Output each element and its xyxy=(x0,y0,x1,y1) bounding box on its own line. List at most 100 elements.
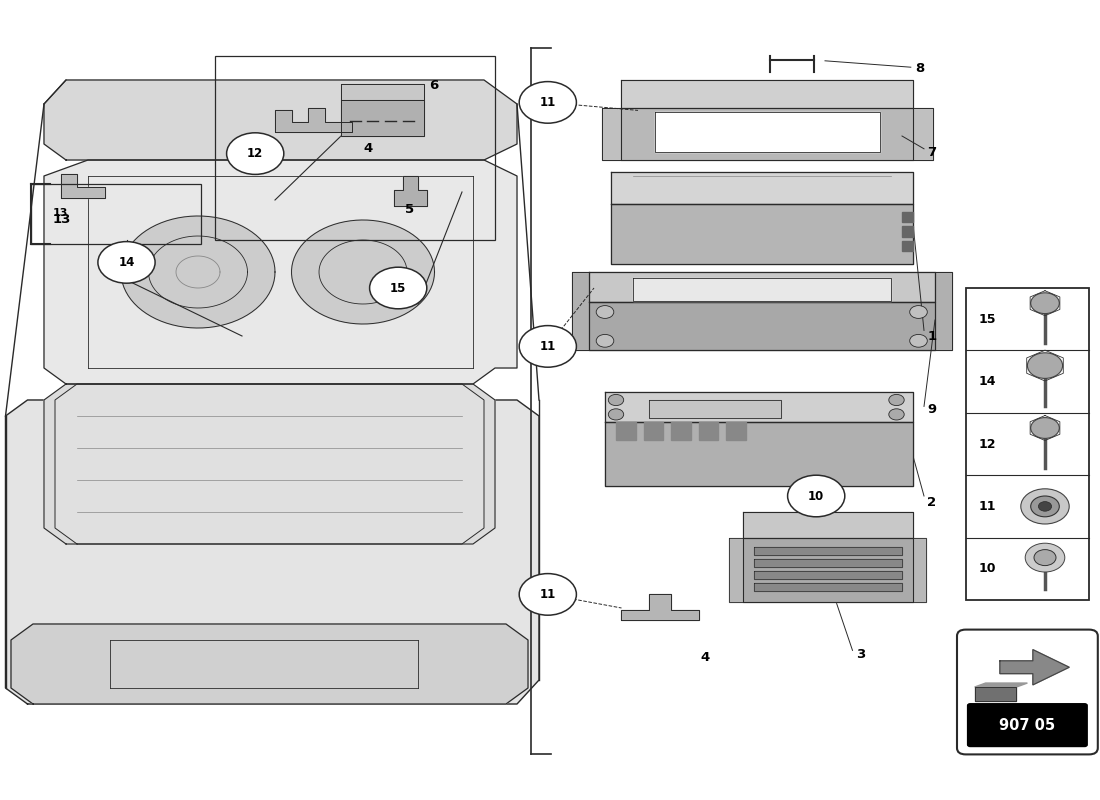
Circle shape xyxy=(788,475,845,517)
Polygon shape xyxy=(341,100,424,136)
Circle shape xyxy=(1031,293,1059,314)
Polygon shape xyxy=(649,400,781,418)
Text: 15: 15 xyxy=(390,282,406,294)
Text: 6: 6 xyxy=(429,79,438,92)
Polygon shape xyxy=(621,108,913,160)
Circle shape xyxy=(1031,418,1059,438)
Polygon shape xyxy=(729,538,743,602)
Circle shape xyxy=(910,334,927,347)
Circle shape xyxy=(596,306,614,318)
Polygon shape xyxy=(632,278,891,301)
Polygon shape xyxy=(754,583,902,591)
Polygon shape xyxy=(621,594,698,620)
Polygon shape xyxy=(742,538,913,602)
Polygon shape xyxy=(602,108,621,160)
Polygon shape xyxy=(44,160,517,384)
Polygon shape xyxy=(975,687,1016,702)
Polygon shape xyxy=(610,172,913,204)
Text: 12: 12 xyxy=(979,438,997,450)
Polygon shape xyxy=(754,547,902,555)
Text: 11: 11 xyxy=(540,340,556,353)
Polygon shape xyxy=(698,422,718,440)
Text: 14: 14 xyxy=(119,256,134,269)
Text: 907 05: 907 05 xyxy=(999,718,1056,733)
Polygon shape xyxy=(654,112,880,152)
Text: 12: 12 xyxy=(248,147,263,160)
Polygon shape xyxy=(902,226,913,237)
Polygon shape xyxy=(588,272,935,302)
Polygon shape xyxy=(913,538,926,602)
FancyBboxPatch shape xyxy=(967,703,1088,747)
Polygon shape xyxy=(621,80,913,108)
Polygon shape xyxy=(44,80,517,160)
Text: 9: 9 xyxy=(927,403,936,416)
Polygon shape xyxy=(341,84,424,100)
Text: 11: 11 xyxy=(979,500,997,513)
Text: 5: 5 xyxy=(405,203,414,216)
Polygon shape xyxy=(902,212,913,222)
Text: 3: 3 xyxy=(856,648,865,661)
Text: 1: 1 xyxy=(927,330,936,342)
Text: 15: 15 xyxy=(979,313,997,326)
Polygon shape xyxy=(6,400,539,704)
Polygon shape xyxy=(605,392,913,422)
Bar xyxy=(31,184,201,244)
Polygon shape xyxy=(572,272,588,350)
Polygon shape xyxy=(292,220,434,324)
Text: 4: 4 xyxy=(701,651,710,664)
Circle shape xyxy=(1038,502,1052,511)
Circle shape xyxy=(1031,496,1059,517)
Polygon shape xyxy=(1000,650,1069,685)
Text: 11: 11 xyxy=(540,588,556,601)
FancyBboxPatch shape xyxy=(957,630,1098,754)
Polygon shape xyxy=(11,624,528,704)
Circle shape xyxy=(1021,489,1069,524)
Polygon shape xyxy=(60,174,104,198)
Text: 2: 2 xyxy=(927,496,936,509)
Polygon shape xyxy=(913,108,933,160)
Polygon shape xyxy=(644,422,663,440)
Text: 14: 14 xyxy=(979,375,997,388)
Bar xyxy=(966,288,1089,600)
Polygon shape xyxy=(55,384,484,544)
Circle shape xyxy=(1034,550,1056,566)
Polygon shape xyxy=(671,422,691,440)
Text: 13: 13 xyxy=(53,208,68,218)
Polygon shape xyxy=(275,108,352,132)
Polygon shape xyxy=(754,571,902,579)
Text: 10: 10 xyxy=(808,490,824,502)
Polygon shape xyxy=(616,422,636,440)
Circle shape xyxy=(1025,543,1065,572)
Text: 8: 8 xyxy=(915,62,924,75)
Circle shape xyxy=(519,82,576,123)
Text: 13: 13 xyxy=(53,213,72,226)
Polygon shape xyxy=(742,512,913,538)
Polygon shape xyxy=(610,204,913,264)
Text: 11: 11 xyxy=(540,96,556,109)
Circle shape xyxy=(889,394,904,406)
Circle shape xyxy=(1027,353,1063,378)
Circle shape xyxy=(519,326,576,367)
Circle shape xyxy=(596,334,614,347)
Polygon shape xyxy=(588,302,935,350)
Polygon shape xyxy=(975,683,1027,687)
Circle shape xyxy=(98,242,155,283)
Circle shape xyxy=(889,409,904,420)
Polygon shape xyxy=(754,559,902,567)
Polygon shape xyxy=(121,216,275,328)
Polygon shape xyxy=(935,272,952,350)
Circle shape xyxy=(227,133,284,174)
Bar xyxy=(214,56,495,240)
Circle shape xyxy=(910,306,927,318)
Circle shape xyxy=(519,574,576,615)
Text: 4: 4 xyxy=(363,142,372,154)
Polygon shape xyxy=(726,422,746,440)
Polygon shape xyxy=(394,176,427,206)
Text: 7: 7 xyxy=(927,146,936,158)
Circle shape xyxy=(608,394,624,406)
Text: 10: 10 xyxy=(979,562,997,575)
Circle shape xyxy=(608,409,624,420)
Polygon shape xyxy=(605,422,913,486)
Circle shape xyxy=(370,267,427,309)
Polygon shape xyxy=(44,384,495,544)
